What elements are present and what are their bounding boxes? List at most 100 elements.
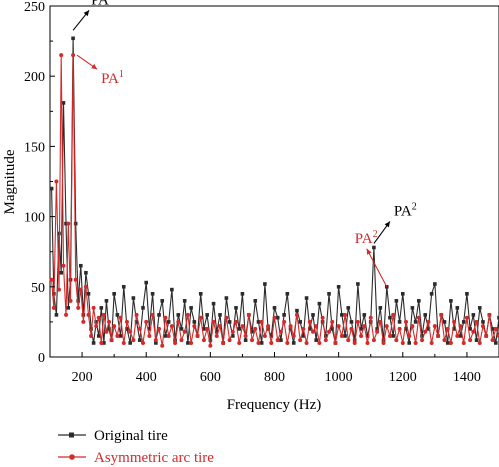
data-point	[288, 324, 293, 329]
data-point	[474, 338, 479, 342]
x-axis-title: Frequency (Hz)	[227, 397, 322, 413]
data-point	[413, 320, 418, 324]
data-point	[179, 338, 184, 343]
data-point	[320, 315, 325, 320]
data-point	[84, 270, 88, 275]
data-point	[272, 306, 277, 310]
data-point	[340, 313, 344, 317]
data-point	[400, 340, 405, 345]
data-point	[56, 287, 61, 292]
data-point	[410, 324, 415, 329]
data-point	[355, 319, 360, 324]
data-point	[336, 285, 341, 289]
data-point	[227, 338, 232, 343]
series-layer	[49, 36, 499, 348]
data-point	[256, 320, 261, 324]
data-point	[121, 285, 126, 289]
data-point	[493, 326, 498, 331]
data-point	[192, 320, 197, 324]
annotation-arrowhead	[91, 63, 98, 70]
data-point	[118, 334, 123, 338]
data-point	[465, 292, 469, 296]
data-point	[410, 306, 415, 310]
data-point	[397, 320, 402, 324]
data-point	[166, 333, 171, 338]
data-point	[94, 324, 99, 329]
data-point	[407, 333, 412, 338]
data-point	[86, 312, 91, 317]
data-point	[243, 338, 248, 342]
data-point	[83, 284, 88, 289]
data-point	[134, 312, 139, 317]
data-point	[448, 340, 453, 345]
data-point	[371, 338, 376, 343]
legend-item: Original tire	[58, 428, 168, 444]
data-point	[365, 334, 370, 338]
data-point	[420, 334, 424, 338]
y-tick-label: 250	[24, 0, 45, 15]
data-point	[138, 338, 142, 342]
data-point	[433, 282, 437, 286]
data-point	[339, 333, 344, 338]
x-tick-label: 200	[72, 370, 93, 385]
data-point	[182, 299, 187, 303]
data-point	[115, 333, 120, 338]
data-point	[375, 329, 380, 334]
data-point	[397, 326, 402, 331]
data-point	[186, 341, 190, 345]
data-point	[394, 338, 399, 343]
data-point	[314, 338, 318, 342]
data-point	[205, 326, 210, 331]
data-point	[144, 319, 149, 324]
annotation-arrowhead	[384, 221, 390, 228]
data-point	[461, 340, 466, 345]
data-point	[240, 292, 245, 296]
data-point	[404, 327, 408, 331]
data-point	[128, 329, 133, 334]
data-point	[150, 312, 155, 317]
legend-item: Asymmetric arc tire	[58, 450, 214, 466]
data-point	[471, 313, 476, 317]
data-point	[452, 319, 457, 324]
data-point	[259, 319, 264, 324]
data-point	[214, 329, 219, 334]
data-point	[304, 340, 309, 345]
data-point	[192, 324, 197, 329]
data-point	[76, 305, 81, 310]
data-point	[480, 324, 485, 329]
data-point	[107, 319, 112, 324]
data-point	[173, 340, 178, 345]
peak-annotation: PA1	[76, 54, 124, 87]
data-point	[474, 319, 479, 324]
y-tick-label: 0	[38, 351, 45, 366]
peak-annotation: PA2	[373, 201, 417, 244]
data-point	[324, 334, 328, 338]
data-point	[250, 329, 254, 334]
data-point	[144, 280, 149, 285]
data-point	[288, 327, 293, 331]
plot-area: PA1 PA1 PA2 PA2	[49, 0, 499, 358]
data-point	[73, 221, 78, 226]
data-point	[104, 329, 109, 334]
data-point	[147, 333, 152, 338]
data-point	[346, 338, 351, 343]
data-point	[490, 338, 495, 343]
data-point	[310, 329, 315, 334]
data-point	[307, 319, 312, 324]
data-point	[160, 343, 165, 348]
data-point	[73, 277, 78, 282]
data-point	[368, 315, 373, 320]
data-point	[426, 319, 431, 324]
data-point	[208, 343, 213, 348]
data-point	[445, 341, 450, 345]
data-point	[157, 326, 162, 331]
data-point	[115, 313, 120, 317]
data-point	[68, 298, 73, 303]
data-point	[157, 313, 161, 317]
y-tick-label: 200	[24, 70, 45, 85]
data-point	[452, 327, 456, 331]
data-point	[330, 327, 335, 331]
data-point	[201, 338, 206, 343]
data-point	[141, 340, 146, 345]
data-point	[91, 341, 96, 345]
